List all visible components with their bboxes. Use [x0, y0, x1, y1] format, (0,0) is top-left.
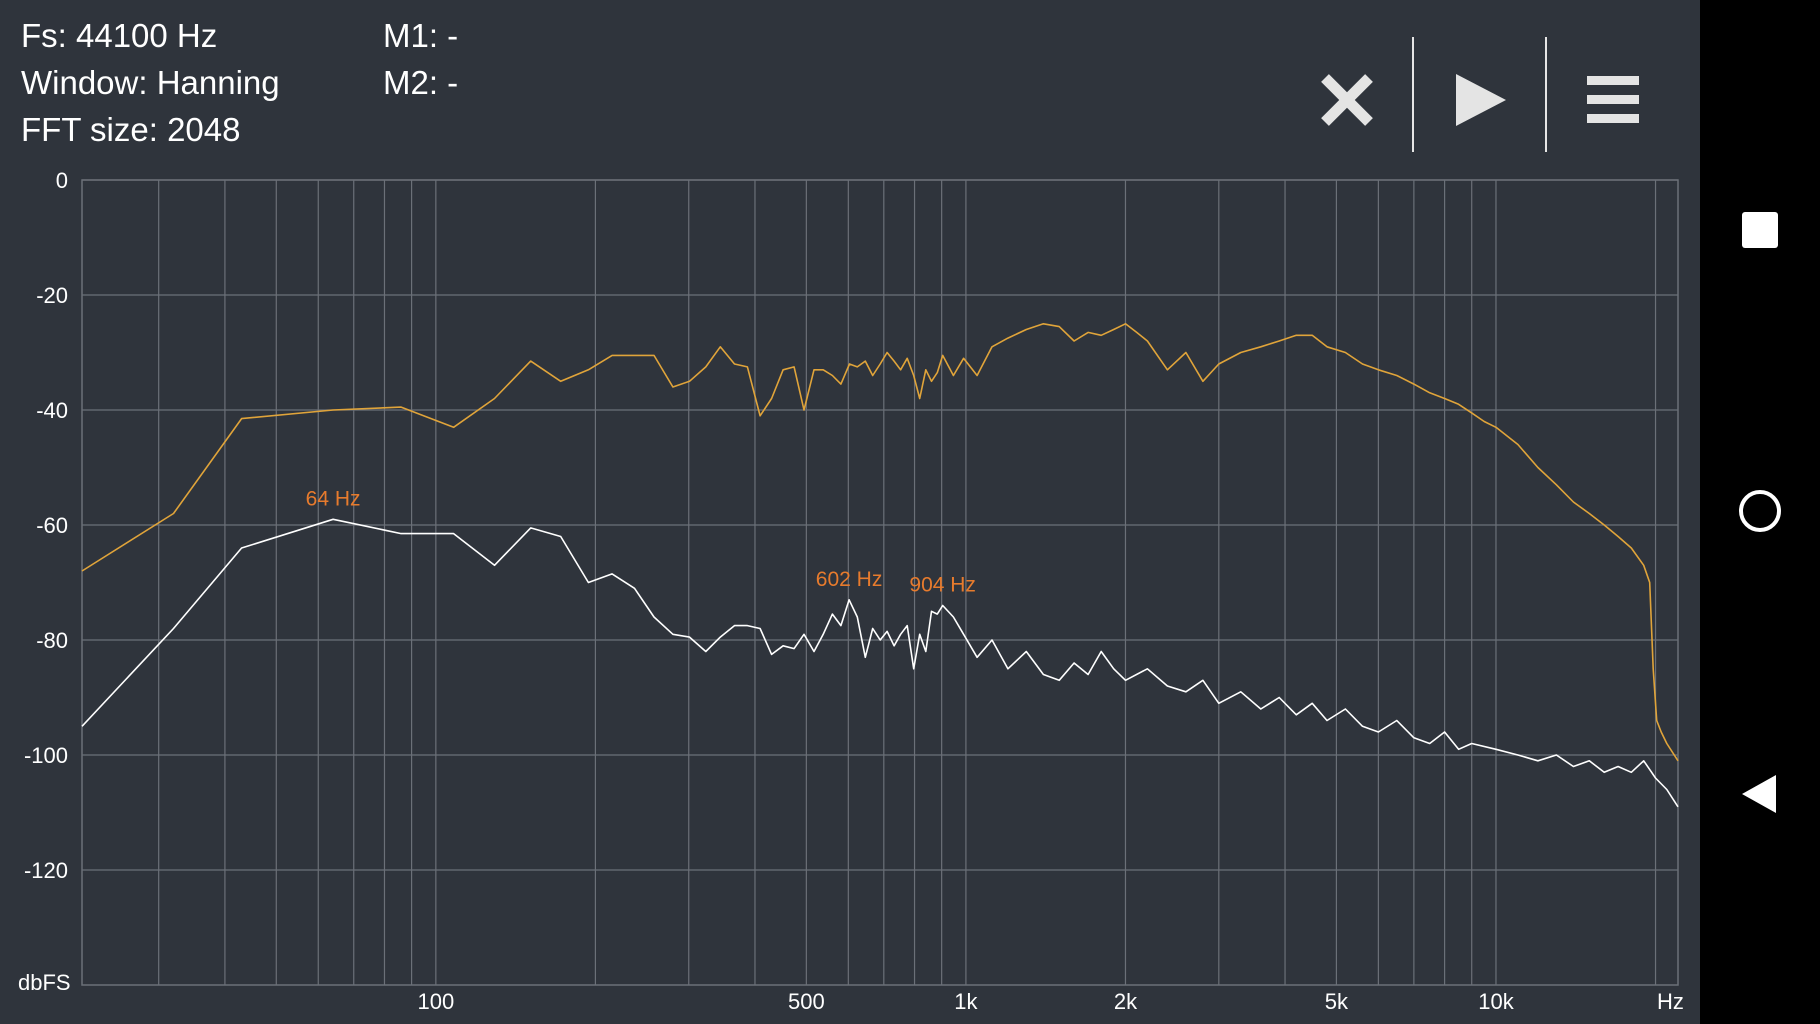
x-tick-labels: 100 500 1k 2k 5k 10k: [417, 989, 1514, 1014]
average-spectrum-line: [81, 518, 1679, 808]
y-tick-label: -20: [36, 283, 68, 308]
x-tick-label: 1k: [954, 989, 978, 1014]
triangle-back-icon: [1742, 775, 1776, 813]
series-layer: [81, 322, 1679, 808]
peak-annotation: 64 Hz: [306, 487, 361, 510]
peak-annotation: 602 Hz: [816, 568, 883, 591]
recents-button[interactable]: [1700, 170, 1820, 290]
x-tick-label: 500: [788, 989, 825, 1014]
toolbar-divider: [1412, 37, 1414, 152]
menu-icon: [1587, 76, 1639, 123]
peak-annotation: 904 Hz: [909, 574, 976, 597]
y-tick-label: -120: [24, 858, 68, 883]
spectrum-chart[interactable]: 0 -20 -40 -60 -80 -100 -120 100 500 1k 2k 5k 10k 64…: [0, 0, 1700, 1024]
close-icon: [1321, 74, 1373, 126]
info-panel: Fs: 44100 Hz Window: Hanning FFT size: 2…: [21, 12, 280, 153]
x-tick-label: 2k: [1114, 989, 1138, 1014]
y-tick-label: 0: [56, 168, 68, 193]
sample-rate-label: Fs: 44100 Hz: [21, 17, 218, 54]
marker-1-label: M1: -: [383, 17, 459, 54]
y-tick-label: -100: [24, 743, 68, 768]
menu-button[interactable]: [1553, 40, 1673, 160]
play-button[interactable]: [1420, 40, 1540, 160]
home-button[interactable]: [1700, 451, 1820, 571]
fft-size-label: FFT size: 2048: [21, 111, 241, 148]
system-nav-bar: [1700, 0, 1820, 1024]
peak-spectrum-line: [81, 322, 1679, 762]
y-gridlines: [82, 179, 1678, 871]
x-unit-label: Hz: [1657, 989, 1684, 1014]
y-unit-label: dbFS: [18, 970, 71, 995]
y-tick-label: -60: [36, 513, 68, 538]
y-tick-labels: 0 -20 -40 -60 -80 -100 -120: [24, 168, 68, 883]
x-gridlines: [158, 180, 1657, 985]
marker-panel: M1: - M2: -: [383, 12, 458, 106]
x-tick-label: 100: [417, 989, 454, 1014]
window-label: Window: Hanning: [21, 64, 280, 101]
annotation-layer: 64 Hz 602 Hz 904 Hz: [306, 487, 976, 596]
toolbar-divider: [1545, 37, 1547, 152]
square-icon: [1742, 212, 1778, 248]
circle-icon: [1739, 490, 1781, 532]
y-tick-label: -40: [36, 398, 68, 423]
close-button[interactable]: [1287, 40, 1407, 160]
spectrum-analyzer-screen: Fs: 44100 Hz Window: Hanning FFT size: 2…: [0, 0, 1700, 1024]
x-tick-label: 5k: [1325, 989, 1349, 1014]
x-tick-label: 10k: [1478, 989, 1514, 1014]
back-button[interactable]: [1700, 734, 1820, 854]
marker-2-label: M2: -: [383, 64, 459, 101]
play-icon: [1456, 74, 1506, 126]
y-tick-label: -80: [36, 628, 68, 653]
